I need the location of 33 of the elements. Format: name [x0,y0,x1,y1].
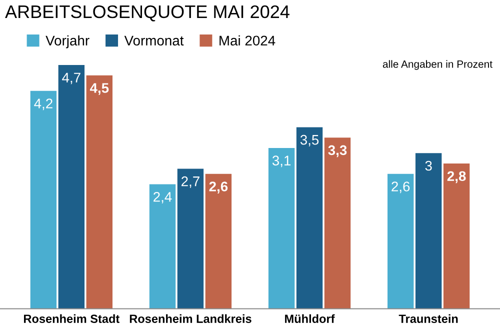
bar [177,168,204,309]
data-label: 3,1 [272,156,291,168]
annotation: alle Angaben in Prozent [382,60,492,70]
bar [415,153,442,309]
data-label: 4,5 [90,83,109,95]
legend-label: Mai 2024 [220,35,276,46]
bar [149,184,176,309]
bar [443,164,470,309]
data-label: 2,6 [209,182,228,194]
x-tick-label: Rosenheim Landkreis [130,314,252,323]
x-tick-label: Rosenheim Stadt [24,314,120,323]
data-label: 3,5 [300,134,319,146]
data-label: 2,6 [392,182,410,194]
data-label: 4,2 [34,98,52,110]
bar [30,90,57,309]
x-tick-label: Mühldorf [285,314,335,323]
bar [388,174,414,309]
bar [296,127,323,309]
legend-label: Vormonat [124,36,184,46]
data-label: 4,7 [62,72,80,84]
data-label: 3,3 [328,145,347,158]
data-label: 3 [425,160,432,171]
bar [268,148,295,309]
bar [324,138,351,309]
legend-label: Vorjahr [46,35,90,48]
x-tick-label: Traunstein [398,314,458,323]
bar [205,174,232,309]
bar [86,75,112,309]
data-label: 2,4 [154,192,172,204]
data-label: 2,7 [182,176,200,188]
bar [58,65,85,309]
chart-title: ARBEITSLOSENQUOTE MAI 2024 [5,5,290,22]
data-label: 2,8 [447,171,466,184]
